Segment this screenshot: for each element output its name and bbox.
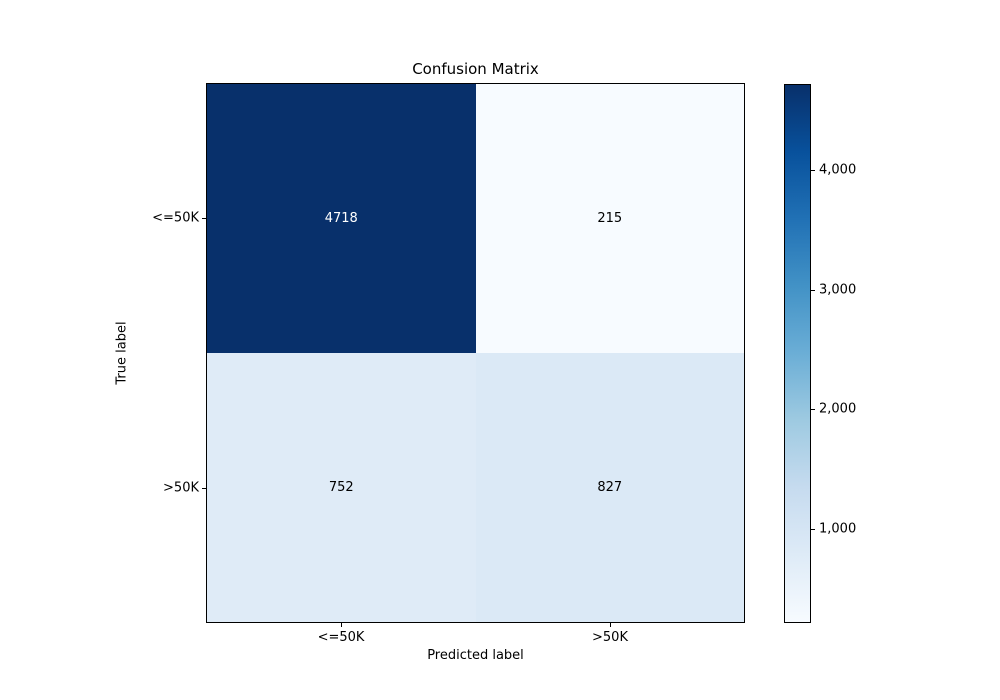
- y-axis-label: True label: [114, 321, 130, 385]
- cell-value: 752: [328, 480, 354, 495]
- x-tick-label: <=50K: [317, 630, 365, 645]
- y-tick-label: >50K: [163, 480, 199, 496]
- colorbar-tick-mark: [811, 170, 815, 171]
- colorbar-tick-mark: [811, 529, 815, 530]
- colorbar-tick-label: 4,000: [819, 162, 857, 178]
- y-tick-label: <=50K: [152, 210, 199, 226]
- colorbar-gradient: [784, 84, 811, 623]
- x-tick-mark: [610, 623, 611, 627]
- x-axis-label: Predicted label: [427, 648, 524, 663]
- y-tick-mark: [202, 218, 206, 219]
- matrix-cell-r0c0: 4718: [207, 84, 476, 353]
- colorbar-tick-mark: [811, 409, 815, 410]
- matrix-cell-r1c0: 752: [207, 353, 476, 622]
- matrix-cell-r0c1: 215: [475, 84, 744, 353]
- colorbar-tick-label: 2,000: [819, 401, 857, 417]
- plot-area: 4718 215 752 827: [206, 83, 745, 623]
- matrix-cell-r1c1: 827: [475, 353, 744, 622]
- cell-value: 4718: [324, 211, 358, 226]
- colorbar-tick-mark: [811, 290, 815, 291]
- x-tick-mark: [341, 623, 342, 627]
- chart-title: Confusion Matrix: [412, 60, 539, 78]
- colorbar-tick-label: 1,000: [819, 521, 857, 537]
- colorbar-tick-label: 3,000: [819, 282, 857, 298]
- cell-value: 827: [597, 480, 623, 495]
- cell-value: 215: [597, 211, 623, 226]
- y-tick-mark: [202, 488, 206, 489]
- x-tick-label: >50K: [592, 630, 628, 645]
